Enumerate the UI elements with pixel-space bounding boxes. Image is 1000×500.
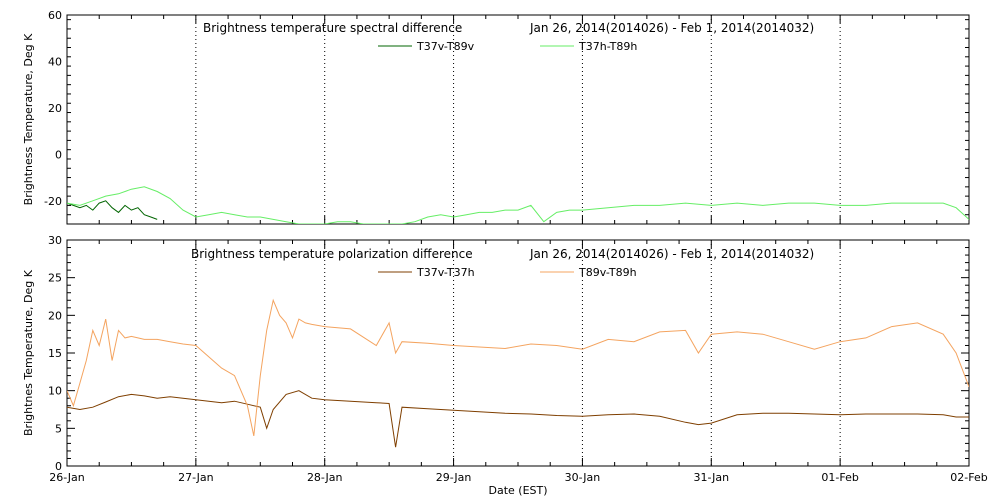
x-tick-label: 31-Jan	[694, 471, 730, 484]
y-tick-label: -20	[44, 195, 62, 208]
y-tick-label: 25	[48, 272, 62, 285]
x-tick-label: 29-Jan	[436, 471, 472, 484]
y-tick-label: 20	[48, 309, 62, 322]
legend-entry: T37v-T89v	[416, 40, 475, 53]
y-tick-label: 40	[48, 55, 62, 68]
y-axis-label: Brightness Temperature, Deg K	[22, 33, 35, 205]
legend-entry: T37v-T37h	[416, 266, 475, 279]
y-axis-label: Brightnes Temperature, Deg K	[22, 269, 35, 436]
spectral-difference-panel: -20 0 20 40 60 Brightness Temperature, Deg K B…	[22, 9, 970, 225]
legend-entry: T89v-T89h	[578, 266, 637, 279]
y-tick-label: 20	[48, 102, 62, 115]
y-tick-label: 5	[55, 422, 62, 435]
y-tick-label: 10	[48, 385, 62, 398]
y-tick-label: 0	[55, 148, 62, 161]
legend-entry: T37h-T89h	[578, 40, 637, 53]
chart-title: Brightness temperature spectral differen…	[203, 21, 462, 35]
y-tick-label: 30	[48, 234, 62, 247]
series-line-t37v-t89v	[67, 200, 158, 220]
y-tick-label: 15	[48, 347, 62, 360]
x-tick-label: 01-Feb	[821, 471, 858, 484]
x-tick-label: 26-Jan	[49, 471, 85, 484]
y-tick-label: 60	[48, 9, 62, 22]
y-tick-label: 0	[55, 460, 62, 473]
series-line-t89v-t89h	[67, 298, 969, 437]
chart-date-range: Jan 26, 2014(2014026) - Feb 1, 2014(2014…	[529, 21, 814, 35]
x-tick-label: 28-Jan	[307, 471, 343, 484]
polarization-difference-panel: 0 5 10 15 20 25 30 26-Jan 27-Jan 28-Jan 29-Jan 30-J…	[22, 234, 988, 497]
series-line-t37h-t89h	[67, 186, 969, 224]
x-tick-label: 02-Feb	[950, 471, 987, 484]
x-tick-label: 30-Jan	[565, 471, 601, 484]
plot-frame	[66, 239, 970, 467]
series-line-t37v-t37h	[67, 390, 969, 448]
chart-date-range: Jan 26, 2014(2014026) - Feb 1, 2014(2014…	[529, 247, 814, 261]
plot-frame	[66, 14, 970, 225]
chart-title: Brightness temperature polarization diff…	[191, 247, 473, 261]
x-axis-label: Date (EST)	[488, 484, 547, 497]
x-tick-label: 27-Jan	[178, 471, 214, 484]
